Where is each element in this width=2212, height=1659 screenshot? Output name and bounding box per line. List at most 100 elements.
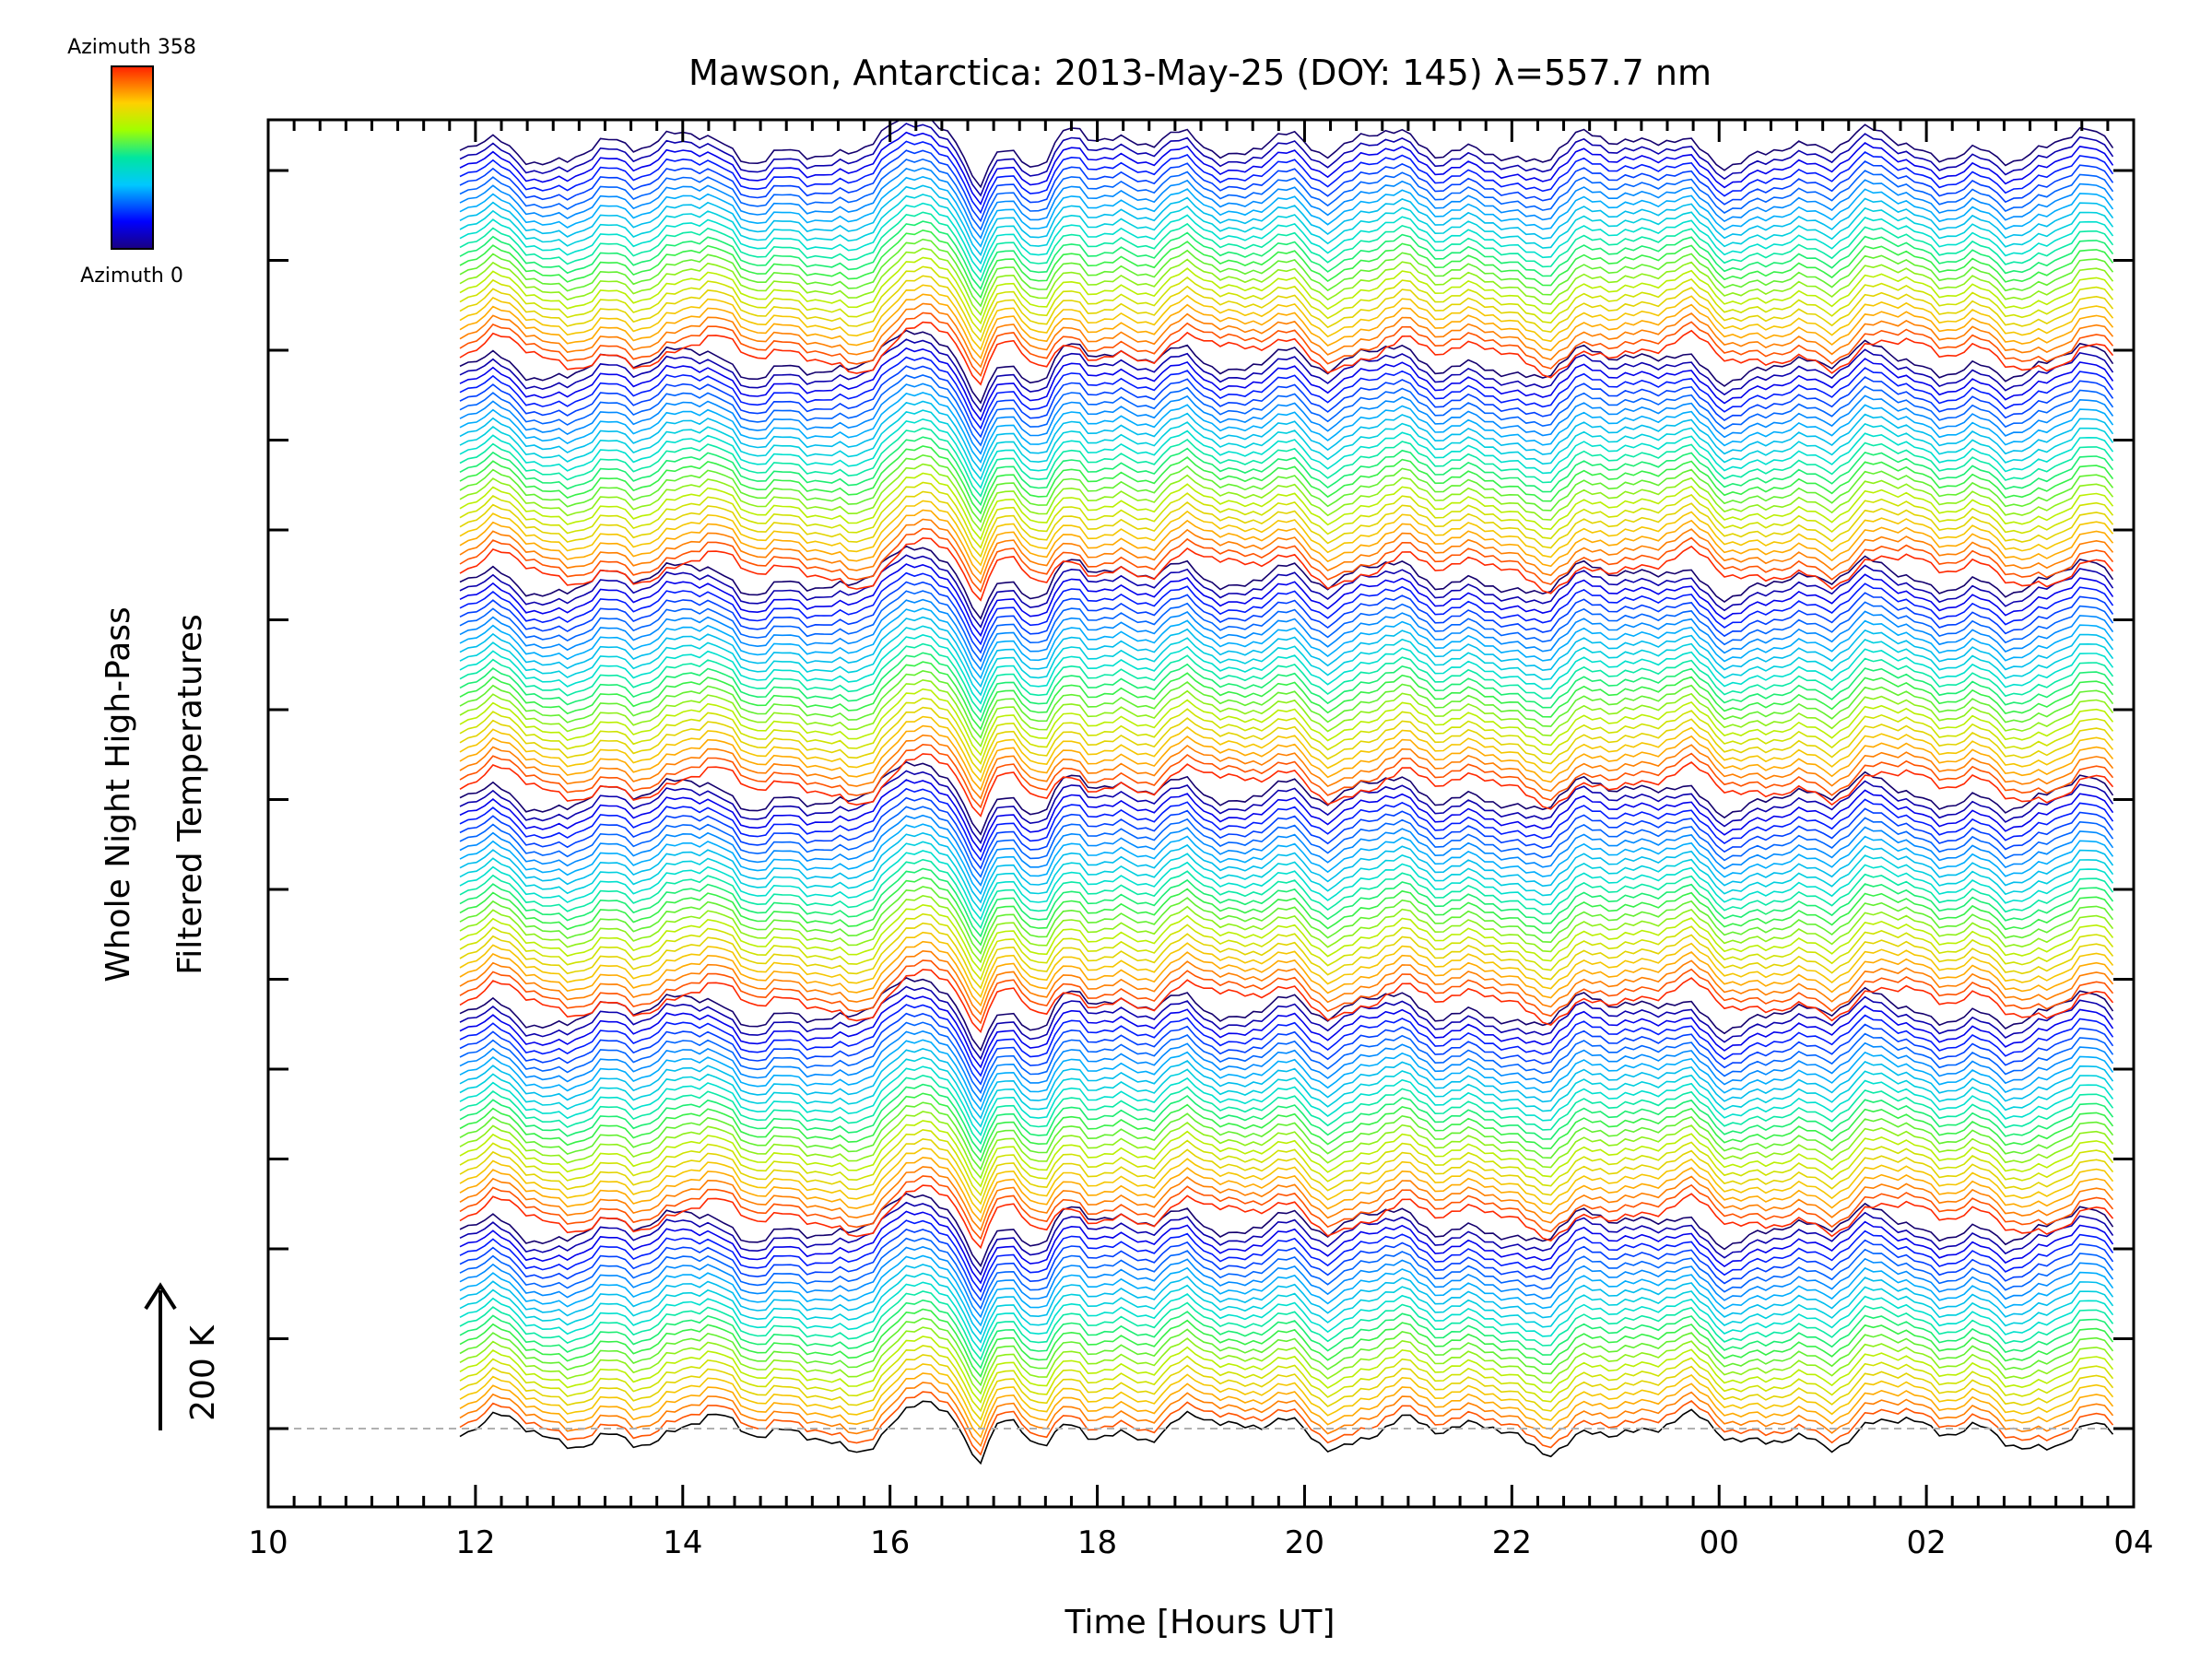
y-axis-label-line-1: Whole Night High-Pass: [100, 606, 137, 982]
azimuth-trace: [459, 545, 2114, 620]
colorbar-label-bottom: Azimuth 0: [80, 265, 183, 288]
azimuth-trace: [459, 831, 2114, 904]
azimuth-trace: [459, 500, 2114, 567]
azimuth-trace: [459, 1193, 2114, 1268]
azimuth-trace: [459, 903, 2114, 972]
azimuth-trace: [459, 275, 2114, 343]
scale-bar: 200 K: [144, 1282, 222, 1430]
azimuth-trace: [459, 184, 2114, 257]
azimuth-trace: [459, 1281, 2114, 1353]
azimuth-trace: [459, 814, 2114, 887]
x-ticks: [266, 120, 2136, 1507]
azimuth-trace: [459, 1237, 2114, 1311]
azimuth-trace: [459, 131, 2114, 206]
azimuth-trace: [459, 1021, 2114, 1095]
plot-area: [266, 118, 2136, 1509]
azimuth-trace: [459, 211, 2114, 282]
azimuth-trace: [459, 581, 2114, 654]
chart-title: Mawson, Antarctica: 2013-May-25 (DOY: 14…: [688, 53, 1712, 93]
azimuth-trace: [459, 1012, 2114, 1086]
azimuth-trace: [459, 1074, 2114, 1146]
azimuth-trace: [459, 1004, 2114, 1077]
azimuth-trace: [459, 140, 2114, 215]
azimuth-trace: [459, 895, 2114, 964]
azimuth-trace: [459, 1335, 2114, 1404]
azimuth-trace: [459, 922, 2114, 990]
azimuth-trace: [459, 120, 2114, 189]
azimuth-trace: [459, 931, 2114, 998]
azimuth-trace: [459, 1048, 2114, 1120]
azimuth-trace: [459, 1391, 2114, 1456]
azimuth-trace: [459, 365, 2114, 439]
azimuth-trace: [459, 1147, 2114, 1215]
colorbar-label-top: Azimuth 358: [67, 36, 196, 59]
azimuth-trace: [459, 463, 2114, 533]
azimuth-trace: [459, 518, 2114, 584]
scale-bar-label: 200 K: [184, 1324, 222, 1421]
azimuth-trace: [459, 1345, 2114, 1413]
azimuth-trace: [459, 527, 2114, 594]
azimuth-trace: [459, 1056, 2114, 1128]
azimuth-trace: [459, 220, 2114, 290]
azimuth-trace: [459, 238, 2114, 308]
y-axis-label-line-2: Filtered Temperatures: [171, 614, 209, 975]
azimuth-trace: [459, 329, 2114, 405]
azimuth-trace: [459, 969, 2114, 1034]
azimuth-trace: [459, 678, 2114, 748]
azimuth-trace: [459, 400, 2114, 473]
azimuth-trace: [459, 409, 2114, 481]
azimuth-trace: [459, 734, 2114, 800]
azimuth-trace: [459, 453, 2114, 524]
x-tick-label: 02: [1906, 1524, 1946, 1561]
azimuth-trace: [459, 823, 2114, 896]
azimuth-trace: [459, 481, 2114, 549]
azimuth-trace: [459, 1184, 2114, 1250]
azimuth-trace: [459, 312, 2114, 378]
azimuth-trace: [459, 356, 2114, 430]
azimuth-trace: [459, 976, 2114, 1052]
azimuth-trace: [459, 284, 2114, 351]
x-tick-label: 14: [663, 1524, 702, 1561]
azimuth-trace: [459, 554, 2114, 629]
azimuth-trace: [459, 1083, 2114, 1154]
azimuth-trace: [459, 661, 2114, 731]
azimuth-trace: [459, 1111, 2114, 1180]
azimuth-trace: [459, 1254, 2114, 1327]
x-tick-label: 16: [870, 1524, 910, 1561]
azimuth-trace: [459, 123, 2114, 197]
azimuth-trace: [459, 445, 2114, 515]
azimuth-trace: [459, 1363, 2114, 1430]
azimuth-trace: [459, 158, 2114, 231]
azimuth-trace: [459, 706, 2114, 774]
colorbar: Azimuth 358 Azimuth 0: [67, 36, 196, 288]
azimuth-trace: [459, 607, 2114, 680]
azimuth-trace: [459, 753, 2114, 818]
azimuth-trace: [459, 1092, 2114, 1162]
azimuth-trace: [459, 642, 2114, 713]
azimuth-trace: [459, 427, 2114, 498]
azimuth-trace: [459, 149, 2114, 223]
x-tick-label: 22: [1492, 1524, 1532, 1561]
azimuth-trace: [459, 1137, 2114, 1206]
azimuth-trace: [459, 652, 2114, 723]
azimuth-trace: [459, 877, 2114, 947]
azimuth-trace: [459, 1175, 2114, 1241]
azimuth-trace: [459, 590, 2114, 663]
azimuth-trace: [459, 1308, 2114, 1378]
azimuth-trace: [459, 374, 2114, 447]
azimuth-trace: [459, 806, 2114, 878]
azimuth-trace: [459, 886, 2114, 955]
azimuth-trace: [459, 724, 2114, 792]
azimuth-trace: [459, 175, 2114, 248]
azimuth-trace: [459, 293, 2114, 360]
azimuth-trace: [459, 1246, 2114, 1319]
azimuth-trace: [459, 1372, 2114, 1439]
azimuth-trace: [459, 959, 2114, 1025]
x-axis-label: Time [Hours UT]: [1065, 1604, 1335, 1641]
azimuth-trace: [459, 265, 2114, 334]
azimuth-trace: [459, 1326, 2114, 1395]
azimuth-trace: [459, 1382, 2114, 1448]
azimuth-trace: [459, 1101, 2114, 1171]
colorbar-gradient: [111, 65, 154, 250]
